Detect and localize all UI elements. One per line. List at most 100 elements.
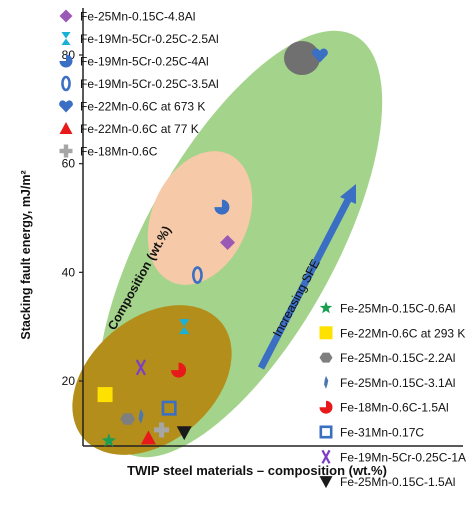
data-point-fe-19mn-5cr-0-25c-4al — [214, 199, 230, 215]
data-point-fe-19mn-5cr-0-25c-3-5al-shape — [191, 266, 203, 284]
data-point-fe-18mn-0-6c-1-5al-shape — [171, 362, 187, 378]
legend-item: Fe-25Mn-0.15C-0.6Al — [319, 301, 455, 316]
legend-label: Fe-22Mn-0.6C at 77 K — [80, 122, 199, 136]
regions-layer — [72, 30, 383, 458]
legend-marker-fe-22mn-0-6c-at-77-k-shape — [59, 122, 73, 135]
legend-label: Fe-25Mn-0.15C-3.1Al — [340, 376, 455, 390]
region-inner-ellipse — [147, 151, 253, 285]
data-point-fe-25mn-0-15c-2-2al — [120, 413, 136, 425]
legend-top: Fe-25Mn-0.15C-4.8Al Fe-19Mn-5Cr-0.25C-2.5… — [59, 9, 219, 159]
legend-marker-fe-25mn-0-15c-1-5al — [319, 476, 333, 489]
legend-item: Fe-22Mn-0.6C at 673 K — [59, 100, 205, 114]
data-point-fe-25mn-0-15c-0-6al-shape — [101, 433, 116, 447]
legend-marker-fe-19mn-5cr-0-25c-2-5al — [61, 32, 71, 45]
data-point-fe-19mn-5cr-0-25c-2-5al-shape — [178, 319, 190, 335]
legend-marker-fe-22mn-0-6c-at-673-k — [59, 100, 73, 113]
legend-marker-fe-18mn-0-6c-shape-v — [63, 144, 69, 158]
legend-label: Fe-19Mn-5Cr-0.25C-2.5Al — [80, 32, 219, 46]
legend-item: Fe-19Mn-5Cr-0.25C-3.5Al — [61, 75, 219, 92]
data-marks-layer — [97, 48, 328, 447]
legend-label: Fe-22Mn-0.6C at 293 K — [340, 326, 465, 340]
legend-label: Fe-22Mn-0.6C at 673 K — [80, 100, 205, 114]
arrow-shaft — [257, 196, 353, 370]
legend-marker-fe-22mn-0-6c-at-77-k — [59, 122, 73, 135]
legend-marker-fe-19mn-5cr-0-25c-1a — [321, 449, 331, 464]
legend-label: Fe-31Mn-0.17C — [340, 426, 424, 440]
data-point-fe-25mn-0-15c-0-6al — [101, 433, 116, 447]
legend-item: Fe-25Mn-0.15C-1.5Al — [319, 475, 455, 489]
legend-label: Fe-18Mn-0.6C-1.5Al — [340, 401, 449, 415]
legend-marker-fe-25mn-0-15c-2-2al — [319, 352, 333, 363]
legend-marker-fe-22mn-0-6c-at-293-k — [319, 326, 333, 340]
y-axis-label: Stacking fault energy, mJ/m² — [19, 170, 33, 339]
data-point-fe-19mn-5cr-0-25c-1a-stroke-2 — [135, 359, 146, 376]
data-point-fe-22mn-0-6c-at-293-k-shape — [97, 387, 113, 403]
data-point-fe-25mn-0-15c-4-8al-shape — [220, 234, 236, 250]
legend-item: Fe-25Mn-0.15C-2.2Al — [319, 351, 455, 365]
legend-marker-fe-25mn-0-15c-3-1al-shape — [324, 375, 329, 389]
legend-marker-fe-19mn-5cr-0-25c-4al-shape — [59, 54, 73, 68]
legend-marker-fe-25mn-0-15c-0-6al-shape — [319, 301, 333, 314]
data-point-fe-22mn-0-6c-at-77-k-shape — [140, 430, 156, 445]
legend-item: Fe-22Mn-0.6C at 293 K — [319, 326, 465, 340]
legend-marker-fe-31mn-0-17c — [319, 425, 333, 439]
data-point-fe-22mn-0-6c-at-293-k — [97, 387, 113, 403]
legend-label: Fe-18Mn-0.6C — [80, 145, 158, 159]
data-point-fe-18mn-0-6c-shape-v — [159, 422, 165, 438]
axes-layer — [82, 8, 463, 447]
x-axis-label: TWIP steel materials – composition (wt.%… — [127, 463, 387, 478]
legend-marker-fe-25mn-0-15c-4-8al — [59, 9, 73, 23]
data-point-fe-18mn-0-6c — [154, 422, 170, 438]
legend-label: Fe-25Mn-0.15C-4.8Al — [80, 10, 195, 24]
legend-marker-fe-19mn-5cr-0-25c-2-5al-shape — [61, 32, 71, 45]
increasing-sfe-arrow — [257, 184, 356, 370]
arrow-head — [340, 184, 356, 204]
legend-marker-fe-19mn-5cr-0-25c-3-5al — [61, 75, 71, 92]
legend-label: Fe-19Mn-5Cr-0.25C-4Al — [80, 55, 209, 69]
legend-marker-fe-25mn-0-15c-1-5al-shape — [319, 476, 333, 489]
legend-item: Fe-19Mn-5Cr-0.25C-2.5Al — [61, 32, 219, 46]
data-point-fe-19mn-5cr-0-25c-4al-shape — [214, 199, 230, 215]
legend-item: Fe-19Mn-5Cr-0.25C-4Al — [59, 54, 209, 69]
legend-marker-fe-19mn-5cr-0-25c-4al — [59, 54, 73, 68]
legend-item: Fe-25Mn-0.15C-3.1Al — [324, 375, 455, 390]
legend-label: Fe-25Mn-0.15C-1.5Al — [340, 475, 455, 489]
legend-item: Fe-22Mn-0.6C at 77 K — [59, 122, 199, 136]
legend-marker-fe-25mn-0-15c-3-1al — [324, 375, 329, 389]
data-point-fe-19mn-5cr-0-25c-3-5al — [191, 266, 203, 284]
data-point-fe-22mn-0-6c-at-77-k — [140, 430, 156, 445]
legend-marker-fe-25mn-0-15c-2-2al-shape — [319, 352, 333, 363]
data-point-fe-31mn-0-17c — [161, 400, 177, 416]
legend-label: Fe-19Mn-5Cr-0.25C-1A — [340, 450, 466, 464]
data-point-fe-19mn-5cr-0-25c-1a — [135, 359, 146, 376]
legend-item: Fe-31Mn-0.17C — [319, 425, 424, 440]
legend-item: Fe-18Mn-0.6C-1.5Al — [319, 400, 449, 415]
legend-bottom: Fe-25Mn-0.15C-0.6Al Fe-22Mn-0.6C at 293 K… — [319, 301, 466, 489]
legend-marker-fe-18mn-0-6c-1-5al — [319, 400, 333, 414]
data-point-fe-25mn-0-15c-3-1al-shape — [138, 408, 144, 424]
ticks-layer: 20406080 — [62, 48, 83, 388]
legend-marker-fe-22mn-0-6c-at-293-k-shape — [319, 326, 333, 340]
legend-marker-fe-31mn-0-17c-shape — [319, 425, 333, 439]
legend-item: Fe-25Mn-0.15C-4.8Al — [59, 9, 195, 24]
data-point-fe-25mn-0-15c-1-5al-shape — [176, 426, 192, 441]
legend-marker-fe-25mn-0-15c-4-8al-shape — [59, 9, 73, 23]
data-point-fe-25mn-0-15c-2-2al-shape — [120, 413, 136, 425]
legend-marker-fe-25mn-0-15c-0-6al — [319, 301, 333, 314]
legend-marker-fe-19mn-5cr-0-25c-3-5al-shape — [61, 75, 71, 92]
legend-item: Fe-18Mn-0.6C — [59, 144, 158, 159]
legend-item: Fe-19Mn-5Cr-0.25C-1A — [321, 449, 466, 464]
data-point-fe-18mn-0-6c-1-5al — [171, 362, 187, 378]
region-lower-ellipse — [72, 305, 232, 455]
legend-label: Fe-19Mn-5Cr-0.25C-3.5Al — [80, 77, 219, 91]
y-tick-label: 60 — [62, 157, 76, 171]
legend-marker-fe-18mn-0-6c-1-5al-shape — [319, 400, 333, 414]
data-point-fe-25mn-0-15c-1-5al — [176, 426, 192, 441]
data-point-fe-25mn-0-15c-4-8al — [220, 234, 236, 250]
data-point-fe-22mn-0-6c-at-673-k — [311, 48, 328, 63]
legend-label: Fe-25Mn-0.15C-2.2Al — [340, 351, 455, 365]
legend-marker-fe-19mn-5cr-0-25c-1a-stroke-2 — [321, 449, 331, 464]
region-top-circle — [284, 41, 320, 75]
